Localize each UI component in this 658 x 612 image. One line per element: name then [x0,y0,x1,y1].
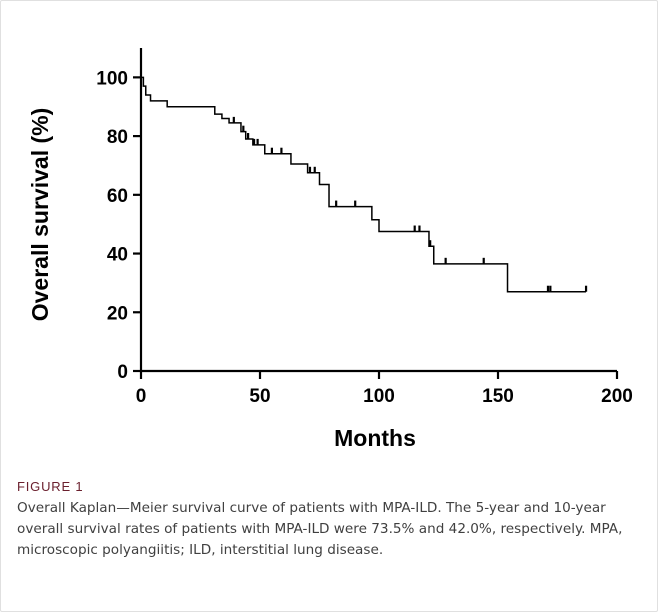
x-tick-label: 150 [482,386,514,407]
figure-label: FIGURE 1 [17,479,84,494]
x-tick-label: 100 [363,386,395,407]
x-tick-label: 0 [136,386,147,407]
y-tick-label: 100 [96,68,128,89]
y-tick-label: 0 [117,362,128,383]
y-tick-label: 60 [107,186,128,207]
figure-caption: Overall Kaplan—Meier survival curve of p… [17,500,623,558]
y-tick-label: 80 [107,127,128,148]
y-tick-label: 20 [107,303,128,324]
survival-curve [141,76,587,293]
x-tick-label: 50 [249,386,270,407]
x-axis-title: Months [334,425,416,451]
km-survival-chart: 0 20 40 60 80 100 0 50 100 150 200 Months Overall su… [27,48,633,451]
y-axis-title: Overall survival (%) [27,108,53,322]
x-tick-label: 200 [601,386,633,407]
y-tick-label: 40 [107,245,128,266]
